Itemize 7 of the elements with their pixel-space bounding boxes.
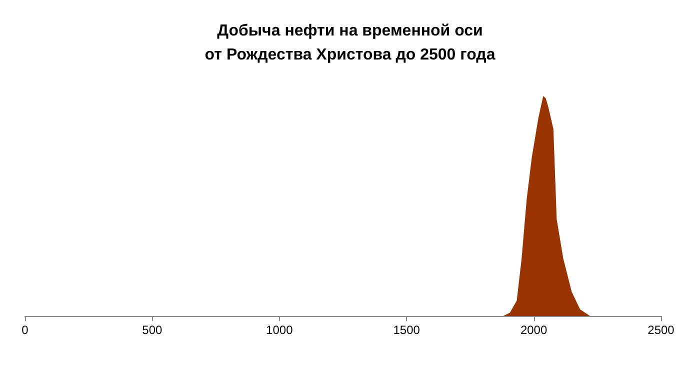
x-tick-label: 1500 [393,323,420,337]
x-tick-label: 0 [22,323,29,337]
x-tick-label: 2500 [648,323,675,337]
x-tick-label: 500 [142,323,163,337]
x-tick-label: 1000 [266,323,294,337]
chart-title: Добыча нефти на временной оси от Рождества Христова до 2500 года [204,22,496,64]
x-tick-label: 2000 [520,323,548,337]
